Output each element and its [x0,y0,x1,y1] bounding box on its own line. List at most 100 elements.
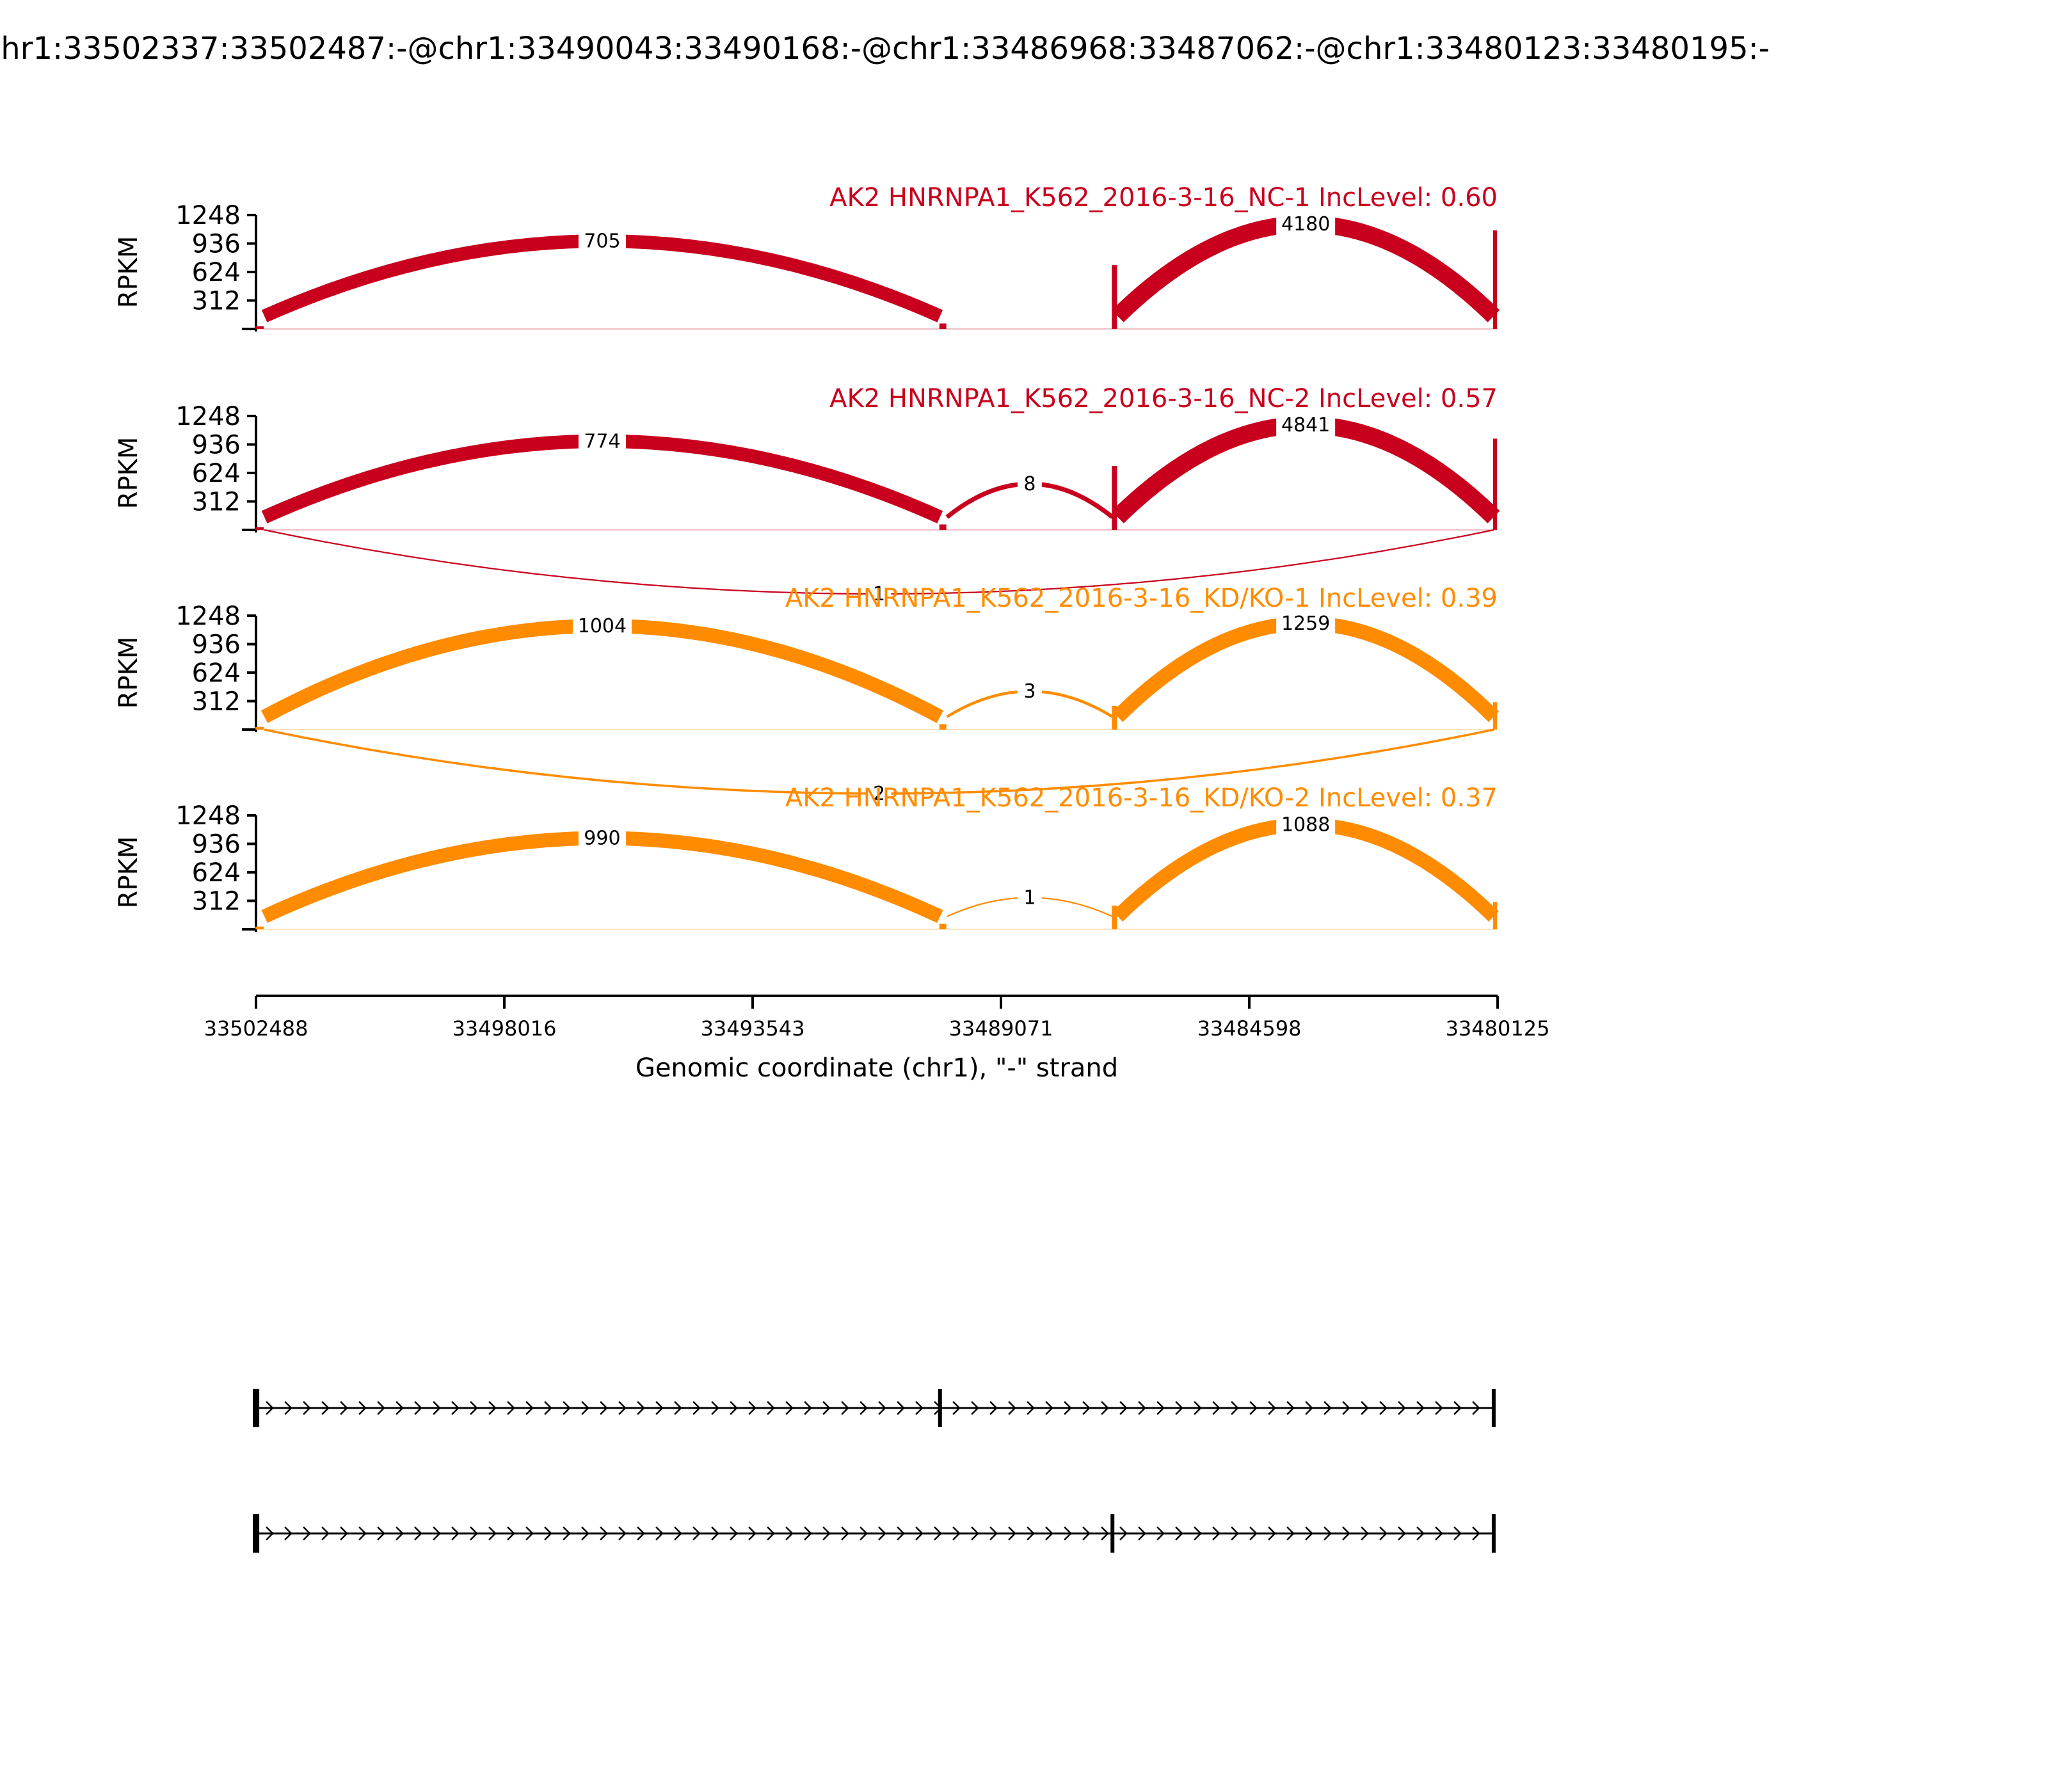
strand-chevron [692,1526,701,1540]
x-tick-label: 33502488 [204,1016,308,1041]
strand-chevron [563,1526,571,1540]
y-tick-label: 1248 [175,201,241,230]
strand-chevron [1064,1401,1072,1415]
strand-chevron [340,1526,348,1540]
y-tick-label: 624 [192,659,241,688]
junction-label: 705 [584,230,620,253]
strand-chevron [748,1526,756,1540]
strand-chevron [1231,1401,1239,1415]
strand-chevron [600,1401,608,1415]
strand-chevron [618,1401,627,1415]
junction-label: 774 [584,430,620,452]
strand-chevron [674,1526,682,1540]
strand-chevron [1379,1526,1388,1540]
y-axis-label: RPKM [114,836,143,909]
strand-chevron [915,1526,924,1540]
strand-chevron [340,1401,348,1415]
exon-coverage-bar [939,924,947,929]
strand-chevron [637,1526,645,1540]
strand-chevron [544,1526,552,1540]
junction-label-bg [1276,611,1336,637]
x-tick-label: 33484598 [1197,1016,1302,1041]
strand-chevron [266,1401,274,1415]
strand-chevron [1101,1401,1109,1415]
junction-label-bg [1276,211,1336,237]
strand-chevron [785,1526,794,1540]
junction-label: 1004 [578,615,627,637]
strand-chevron [804,1401,812,1415]
strand-chevron [303,1526,311,1540]
strand-chevron [581,1401,589,1415]
strand-chevron [1194,1526,1202,1540]
isoform-exon [1110,1514,1115,1553]
x-tick-label: 33489071 [949,1016,1053,1041]
strand-chevron [1045,1526,1053,1540]
y-tick-label: 936 [192,230,241,259]
strand-chevron [952,1401,961,1415]
strand-chevron [507,1526,515,1540]
exon-coverage-bar [1492,702,1498,730]
strand-chevron [897,1526,905,1540]
y-tick-label: 1248 [175,801,241,831]
exon-coverage-bar [255,726,264,730]
sample-title: AK2 HNRNPA1_K562_2016-3-16_KD/KO-2 IncLe… [785,783,1498,813]
strand-chevron [767,1526,775,1540]
x-tick-label: 33480125 [1446,1016,1550,1041]
junction-arc [1112,817,1499,922]
strand-chevron [1435,1401,1443,1415]
isoform-exon [938,1389,942,1427]
y-tick-label: 936 [192,630,241,660]
y-tick-label: 312 [192,287,241,316]
strand-chevron [377,1401,385,1415]
strand-chevron [1416,1401,1425,1415]
strand-chevron [1361,1401,1369,1415]
strand-chevron [1379,1401,1388,1415]
strand-chevron [1156,1401,1165,1415]
strand-chevron [1324,1526,1332,1540]
strand-chevron [915,1401,924,1415]
strand-chevron [748,1401,756,1415]
strand-chevron [989,1401,998,1415]
strand-chevron [358,1401,367,1415]
y-axis-label: RPKM [114,637,143,709]
junction-label-bg [1276,812,1336,838]
strand-chevron [971,1401,979,1415]
junction-label-bg [867,781,892,806]
strand-chevron [563,1401,571,1415]
strand-chevron [1305,1526,1313,1540]
strand-chevron [1027,1401,1035,1415]
strand-chevron [1212,1401,1220,1415]
strand-chevron [470,1526,478,1540]
junction-label: 1088 [1281,814,1330,836]
x-tick-label: 33493543 [701,1016,805,1041]
x-axis-label: Genomic coordinate (chr1), "-" strand [636,1053,1118,1083]
strand-chevron [1398,1526,1406,1540]
junction-label-bg [578,825,626,851]
strand-chevron [377,1526,385,1540]
strand-chevron [1138,1526,1146,1540]
exon-coverage-bar [1112,905,1117,929]
junction-label-bg [1276,412,1336,438]
strand-chevron [525,1401,534,1415]
strand-chevron [711,1401,719,1415]
strand-chevron [358,1526,367,1540]
strand-chevron [544,1401,552,1415]
strand-chevron [1119,1526,1128,1540]
strand-chevron [1305,1401,1313,1415]
y-axis-label: RPKM [114,437,143,509]
sample-title: AK2 HNRNPA1_K562_2016-3-16_KD/KO-1 IncLe… [785,584,1498,613]
sample-title: AK2 HNRNPA1_K562_2016-3-16_NC-1 IncLevel… [829,183,1498,212]
exon-coverage-bar [255,326,264,329]
strand-chevron [767,1401,775,1415]
strand-chevron [414,1526,422,1540]
strand-chevron [1416,1526,1425,1540]
junction-arc [1112,616,1499,723]
strand-chevron [266,1526,274,1540]
junction-label: 3 [1023,680,1036,703]
exon-coverage-bar [1492,902,1498,929]
y-tick-label: 624 [192,258,241,287]
